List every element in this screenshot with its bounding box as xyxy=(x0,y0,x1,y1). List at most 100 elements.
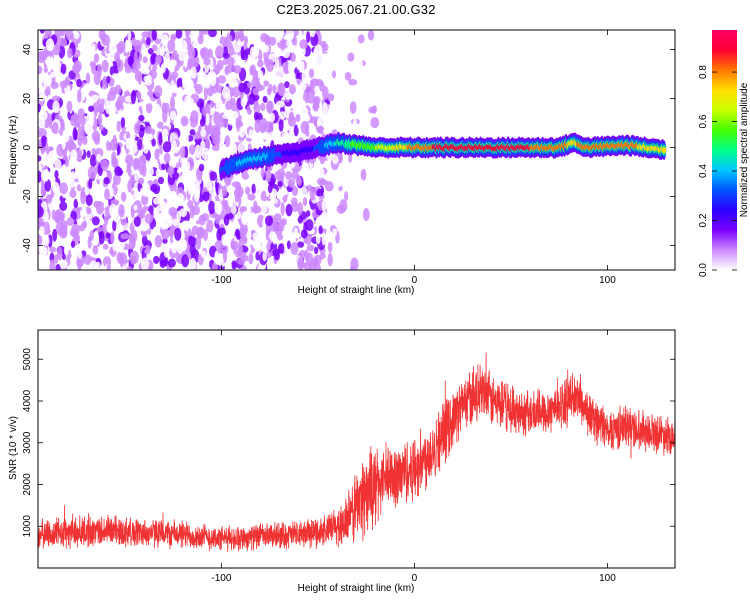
noise-speckle xyxy=(262,251,267,262)
noise-speckle xyxy=(120,117,126,128)
noise-speckle xyxy=(69,189,77,198)
noise-speckle xyxy=(287,178,295,188)
noise-speckle xyxy=(75,149,83,163)
noise-speckle xyxy=(356,95,361,103)
noise-speckle xyxy=(190,66,197,79)
colorbar-tick-label: 0.2 xyxy=(698,213,709,227)
noise-speckle xyxy=(146,125,152,135)
noise-speckle xyxy=(221,234,228,247)
noise-speckle xyxy=(161,163,166,171)
noise-speckle xyxy=(263,80,270,87)
noise-speckle xyxy=(244,186,251,196)
noise-speckle xyxy=(87,165,97,180)
noise-speckle xyxy=(119,161,128,169)
noise-speckle xyxy=(47,118,52,126)
noise-speckle xyxy=(227,253,237,260)
noise-speckle xyxy=(126,266,133,270)
noise-speckle xyxy=(60,63,67,75)
noise-speckle xyxy=(77,249,83,260)
noise-speckle xyxy=(292,30,299,37)
noise-speckle xyxy=(301,172,310,179)
noise-speckle xyxy=(183,56,188,69)
noise-speckle xyxy=(156,54,163,64)
noise-speckle xyxy=(287,60,294,74)
noise-speckle xyxy=(190,110,199,123)
noise-speckle xyxy=(63,245,69,256)
noise-speckle xyxy=(144,248,151,255)
noise-speckle xyxy=(300,120,310,135)
noise-speckle xyxy=(73,31,80,40)
noise-speckle xyxy=(56,209,61,220)
noise-speckle xyxy=(118,204,125,218)
noise-speckle xyxy=(94,185,101,197)
noise-speckle xyxy=(251,183,256,194)
noise-speckle xyxy=(257,90,264,97)
noise-speckle xyxy=(289,84,296,95)
noise-speckle xyxy=(70,240,76,248)
noise-speckle xyxy=(368,106,376,114)
noise-speckle xyxy=(130,90,137,105)
noise-speckle xyxy=(256,234,263,244)
noise-speckle xyxy=(298,99,306,108)
noise-speckle xyxy=(344,191,349,202)
noise-speckle xyxy=(141,31,151,38)
noise-speckle xyxy=(325,231,334,243)
noise-speckle xyxy=(106,75,111,84)
noise-speckle xyxy=(108,203,117,217)
noise-speckle xyxy=(301,69,308,84)
noise-speckle xyxy=(116,120,121,133)
noise-speckle xyxy=(321,209,327,222)
noise-speckle xyxy=(149,167,154,176)
noise-speckle xyxy=(220,118,228,128)
noise-speckle xyxy=(163,152,171,164)
noise-speckle xyxy=(314,254,322,266)
noise-speckle xyxy=(96,153,102,163)
noise-speckle xyxy=(127,30,132,41)
noise-speckle xyxy=(231,181,241,188)
noise-speckle xyxy=(150,54,156,65)
noise-speckle xyxy=(326,198,331,211)
noise-speckle xyxy=(216,228,222,242)
colorbar-tick-label: 0.6 xyxy=(698,114,709,128)
noise-speckle xyxy=(206,219,214,233)
noise-speckle xyxy=(163,244,170,258)
noise-speckle xyxy=(240,46,245,60)
noise-speckle xyxy=(315,166,325,179)
noise-speckle xyxy=(281,48,291,59)
noise-speckle xyxy=(164,52,171,63)
noise-speckle xyxy=(38,155,42,162)
noise-speckle xyxy=(294,232,300,239)
noise-speckle xyxy=(152,226,159,236)
noise-speckle xyxy=(208,30,217,38)
noise-speckle xyxy=(259,123,267,134)
noise-speckle xyxy=(204,102,210,115)
noise-speckle xyxy=(314,56,323,67)
noise-speckle xyxy=(209,100,215,109)
noise-speckle xyxy=(55,263,61,270)
colorbar-gradient xyxy=(712,30,737,270)
noise-speckle xyxy=(152,255,160,264)
noise-speckle xyxy=(169,241,177,249)
noise-speckle xyxy=(200,250,207,258)
noise-speckle xyxy=(310,116,318,124)
noise-speckle xyxy=(304,113,311,122)
noise-speckle xyxy=(246,230,252,240)
noise-speckle xyxy=(215,194,220,202)
noise-speckle xyxy=(57,62,62,72)
noise-speckle xyxy=(57,246,63,261)
noise-speckle xyxy=(184,30,191,37)
noise-speckle xyxy=(280,185,286,197)
noise-speckle xyxy=(248,93,256,105)
noise-speckle xyxy=(145,95,150,104)
noise-speckle xyxy=(51,122,59,133)
noise-speckle xyxy=(255,251,260,262)
top-y-tick-label: 40 xyxy=(22,44,33,56)
noise-speckle xyxy=(144,133,154,141)
noise-speckle xyxy=(368,250,377,258)
noise-speckle xyxy=(74,161,82,175)
noise-speckle xyxy=(323,30,332,39)
noise-speckle xyxy=(51,90,58,97)
noise-speckle xyxy=(111,105,117,116)
noise-speckle xyxy=(299,39,309,50)
noise-speckle xyxy=(344,71,352,81)
